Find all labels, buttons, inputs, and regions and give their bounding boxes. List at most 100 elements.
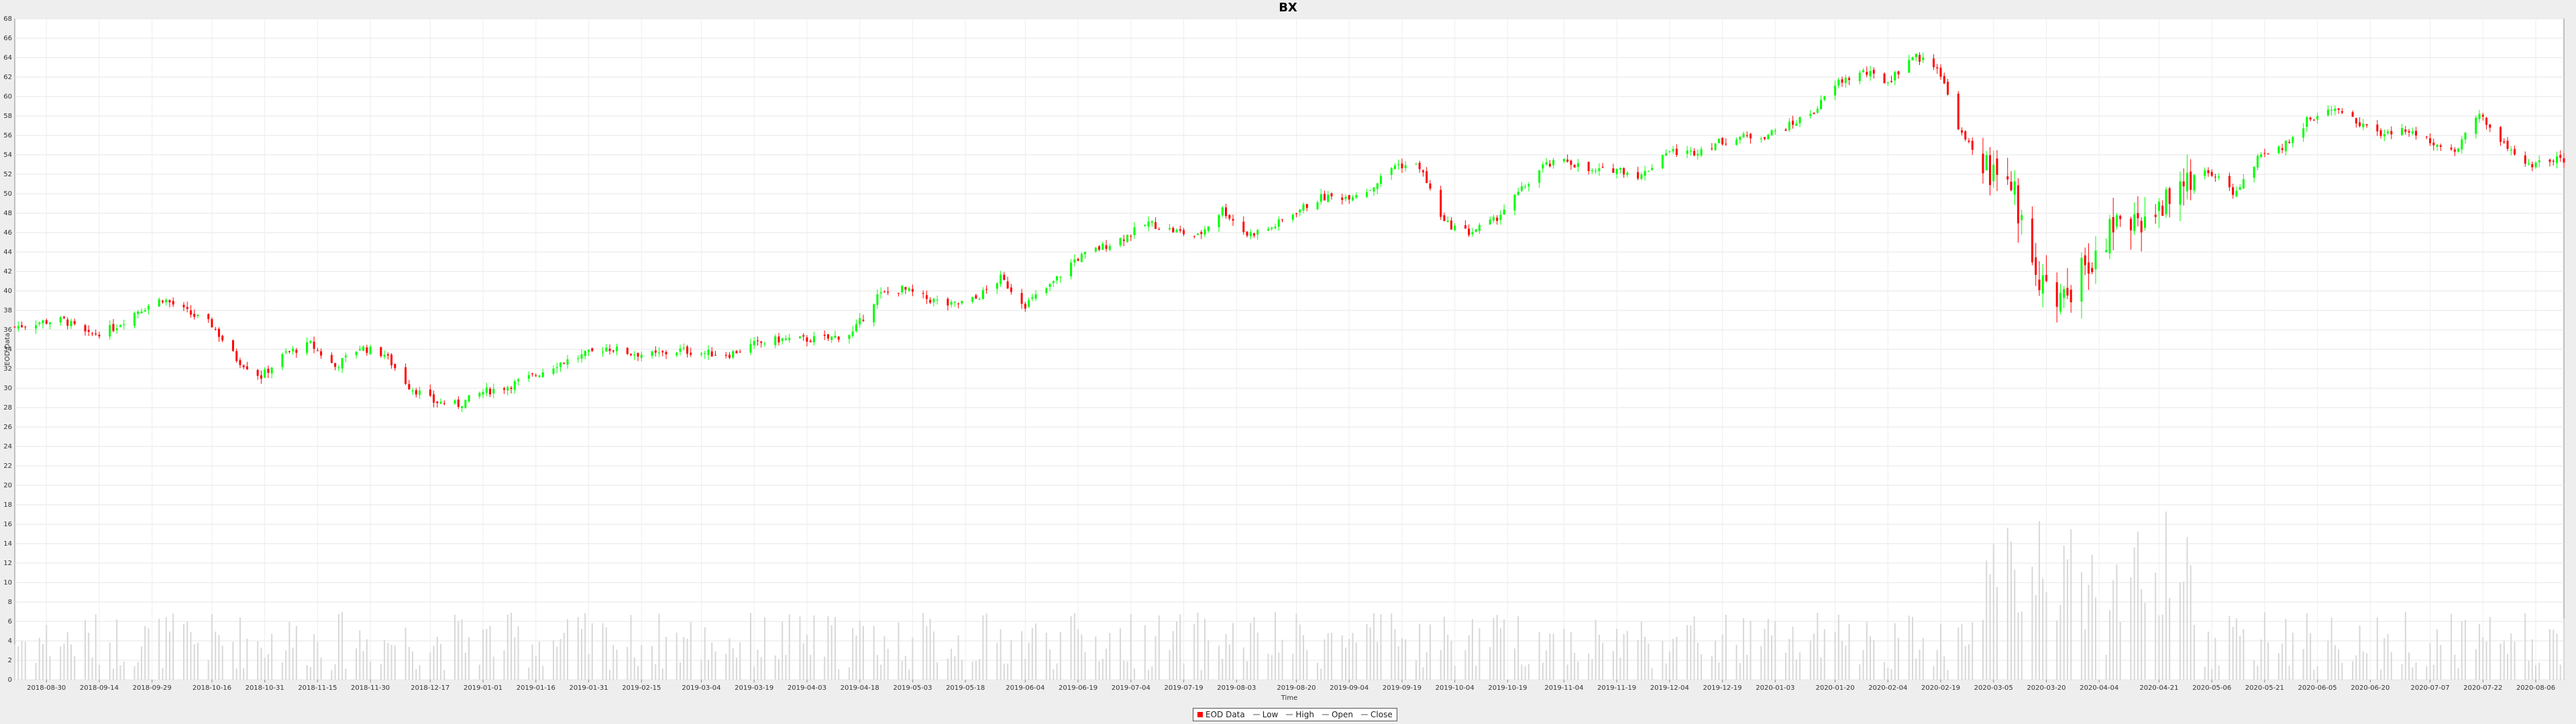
- candle-body: [260, 375, 262, 379]
- volume-bar: [1788, 639, 1790, 680]
- candle-body: [2260, 154, 2263, 157]
- volume-bar: [2235, 618, 2237, 680]
- legend-item: EOD Data: [1197, 709, 1245, 721]
- legend-label: EOD Data: [1205, 710, 1245, 719]
- candle-body: [366, 347, 368, 353]
- volume-bar: [2094, 597, 2096, 680]
- candle-body: [1316, 202, 1319, 209]
- volume-bar: [137, 662, 139, 680]
- candle-body: [2453, 149, 2456, 152]
- candle-body: [2263, 153, 2266, 154]
- volume-bar: [2479, 623, 2481, 680]
- candle-body: [2182, 181, 2185, 187]
- candle-body: [1150, 221, 1153, 223]
- candle-body: [2091, 267, 2094, 272]
- volume-bar: [591, 623, 593, 680]
- candle-body: [682, 347, 685, 349]
- candle-body: [1369, 190, 1372, 191]
- candle-body: [538, 375, 541, 377]
- volume-bar: [2263, 612, 2265, 680]
- candle-body: [17, 326, 19, 328]
- candle-body: [140, 311, 143, 314]
- volume-bar: [1324, 639, 1326, 680]
- candle-body: [2013, 181, 2016, 195]
- volume-bar: [732, 648, 734, 680]
- candle-body: [749, 344, 752, 353]
- volume-bar: [584, 613, 586, 680]
- candle-body: [908, 288, 910, 291]
- volume-bar: [1750, 620, 1752, 680]
- candle-body: [1665, 153, 1668, 156]
- candle-body: [1454, 225, 1456, 231]
- volume-bar: [609, 670, 611, 680]
- x-tick-label: 2018-10-16: [193, 684, 231, 692]
- volume-bar: [1503, 619, 1505, 680]
- volume-bar: [1084, 652, 1086, 680]
- volume-bar: [1330, 632, 1332, 680]
- candle-body: [2207, 170, 2210, 174]
- volume-bar: [782, 621, 784, 680]
- volume-bar: [1183, 663, 1185, 680]
- volume-bar: [1493, 618, 1495, 680]
- candle-body: [1489, 219, 1491, 225]
- volume-bar: [936, 662, 938, 680]
- candle-body: [2524, 155, 2526, 164]
- volume-bar: [232, 642, 234, 680]
- candle-body: [1271, 227, 1273, 229]
- volume-bar: [753, 666, 755, 680]
- volume-bar: [1870, 636, 1872, 680]
- candle-body: [2387, 131, 2390, 133]
- volume-bar: [1774, 621, 1776, 680]
- candlesticks: [13, 52, 2565, 412]
- candle-body: [2401, 127, 2404, 135]
- chart-title: BX: [1279, 1, 1297, 15]
- volume-bar: [239, 617, 241, 680]
- volume-bar: [951, 648, 953, 680]
- candle-body: [1714, 143, 1717, 150]
- volume-bar: [1841, 641, 1843, 680]
- volume-bar: [1109, 632, 1111, 680]
- candle-body: [1221, 207, 1224, 216]
- candle-body: [1538, 170, 1541, 183]
- volume-bar: [1915, 658, 1917, 680]
- volume-bar: [2401, 664, 2403, 680]
- volume-bar: [1595, 619, 1597, 680]
- volume-bar: [1743, 618, 1745, 680]
- volume-bar: [1003, 663, 1005, 680]
- y-tick-label: 56: [3, 132, 12, 139]
- volume-bar: [2362, 651, 2364, 680]
- volume-bar: [1898, 638, 1900, 680]
- volume-bar: [1250, 623, 1252, 680]
- candle-body: [1946, 82, 1949, 95]
- candle-body: [1351, 197, 1354, 201]
- volume-bar: [2485, 642, 2487, 680]
- candle-body: [1841, 79, 1843, 83]
- candle-body: [1130, 235, 1132, 237]
- volume-bar: [2088, 585, 2090, 680]
- volume-bar: [876, 654, 878, 680]
- x-tick-label: 2019-06-19: [1059, 684, 1097, 692]
- volume-bar: [2359, 625, 2361, 680]
- candle-body: [380, 347, 382, 357]
- candle-body: [929, 300, 932, 303]
- volume-bar: [88, 632, 90, 680]
- volume-bar: [802, 643, 804, 680]
- candle-body: [1172, 227, 1175, 233]
- candle-body: [246, 366, 248, 370]
- volume-bar: [1031, 627, 1033, 680]
- volume-bar: [1316, 662, 1318, 680]
- volume-bar: [1637, 640, 1639, 680]
- candle-body: [2432, 142, 2435, 145]
- volume-bar: [1496, 615, 1498, 680]
- volume-bar: [581, 629, 583, 680]
- volume-bar: [1912, 617, 1914, 680]
- candle-body: [788, 338, 791, 341]
- volume-bar: [1275, 612, 1277, 680]
- volume-bar: [2183, 581, 2185, 680]
- candle-body: [87, 330, 90, 332]
- volume-bar: [1986, 560, 1988, 680]
- candle-body: [2475, 117, 2477, 134]
- candle-body: [1992, 164, 1995, 182]
- volume-bar: [1817, 613, 1819, 680]
- candle-body: [1052, 281, 1055, 284]
